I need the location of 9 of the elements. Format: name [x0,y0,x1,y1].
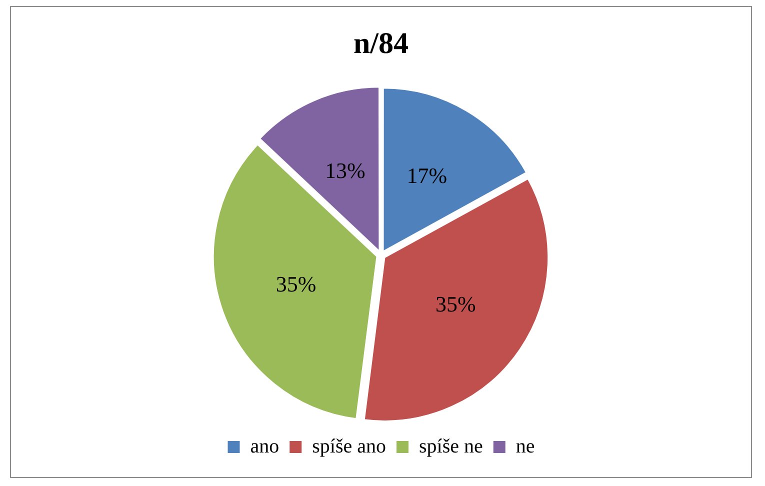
data-label: 13% [324,158,366,183]
data-label: 35% [435,292,476,317]
legend-label: spíše ne [419,435,483,458]
chart-title: n/84 [353,26,409,60]
legend-label: ano [250,435,280,458]
data-label: 35% [276,271,316,296]
data-label: 17% [406,163,448,188]
legend-label: ne [516,435,535,458]
legend-label: spíše ano [312,435,386,458]
